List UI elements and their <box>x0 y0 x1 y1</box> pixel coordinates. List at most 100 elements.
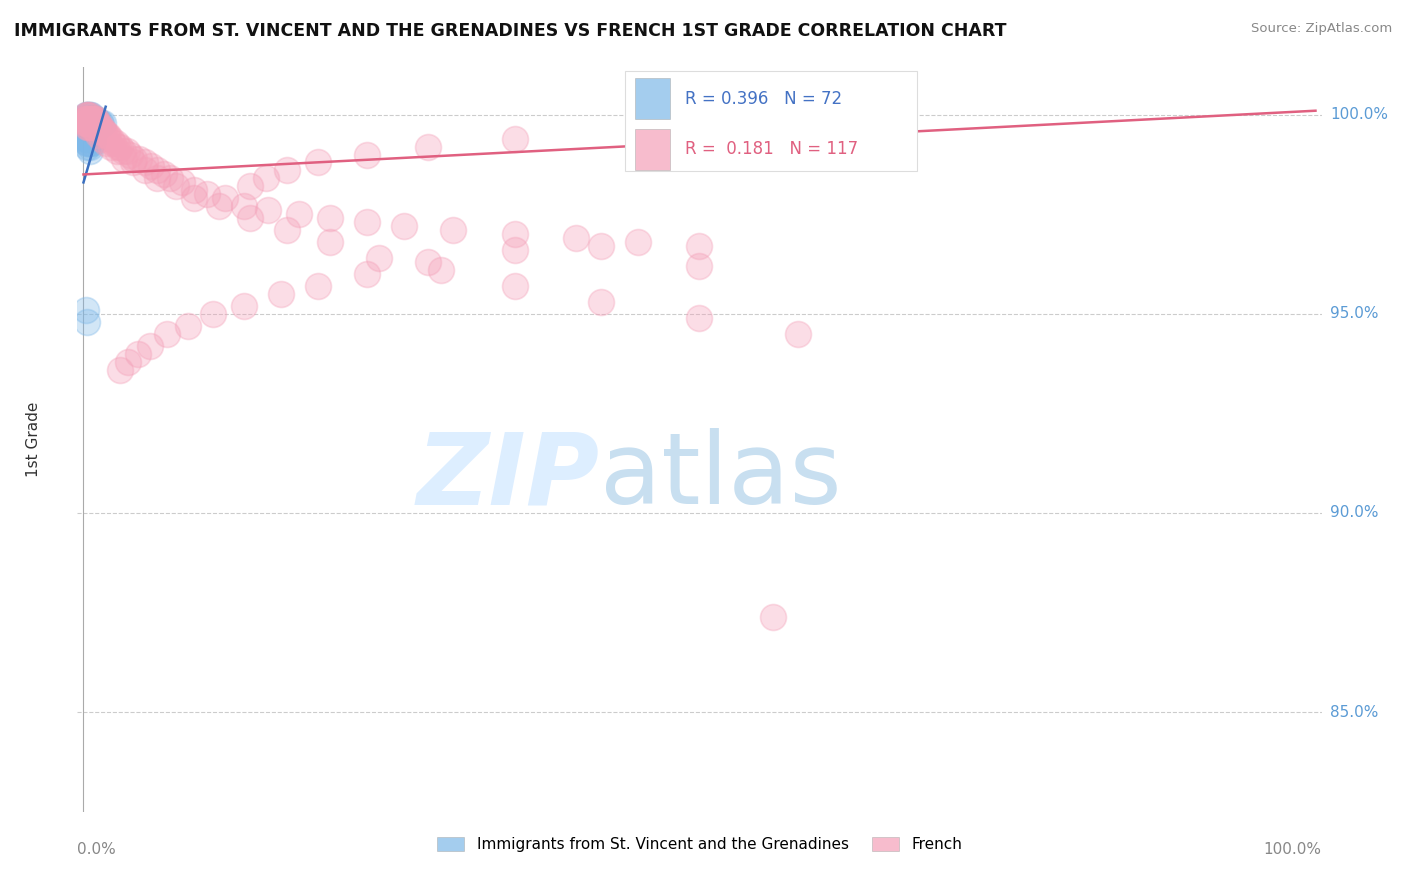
Point <box>107 139 129 153</box>
Legend: Immigrants from St. Vincent and the Grenadines, French: Immigrants from St. Vincent and the Gren… <box>429 830 970 860</box>
Point <box>288 207 311 221</box>
Point <box>75 108 97 122</box>
Point <box>76 116 98 130</box>
Text: 95.0%: 95.0% <box>1330 306 1378 321</box>
Point <box>134 155 156 169</box>
Text: Source: ZipAtlas.com: Source: ZipAtlas.com <box>1251 22 1392 36</box>
Point <box>77 136 100 150</box>
Point <box>73 116 96 130</box>
Point <box>418 139 440 153</box>
Text: 100.0%: 100.0% <box>1264 842 1322 857</box>
Point <box>76 128 98 142</box>
Point <box>110 139 132 153</box>
Point <box>76 116 98 130</box>
Point <box>75 112 97 126</box>
Point <box>356 147 378 161</box>
Point <box>76 136 98 150</box>
Point <box>232 199 254 213</box>
Point <box>76 112 98 126</box>
Point <box>156 326 179 341</box>
Point <box>104 136 127 150</box>
Point <box>110 362 132 376</box>
Point <box>77 112 100 126</box>
Point <box>82 116 104 130</box>
Point <box>79 112 101 126</box>
Point <box>139 339 162 353</box>
Point <box>73 128 96 142</box>
Point <box>307 279 329 293</box>
Point <box>159 171 181 186</box>
Point <box>689 310 711 325</box>
Point <box>82 120 104 134</box>
Point <box>77 123 100 137</box>
Text: 100.0%: 100.0% <box>1330 107 1388 122</box>
Point <box>76 112 98 126</box>
Point <box>762 609 785 624</box>
Point <box>75 302 97 317</box>
Point <box>83 116 105 130</box>
Point <box>356 215 378 229</box>
Point <box>75 120 97 134</box>
Point <box>76 315 98 329</box>
Point <box>689 259 711 273</box>
Point <box>441 223 464 237</box>
Point <box>152 168 174 182</box>
Point <box>76 139 98 153</box>
Point <box>80 108 103 122</box>
Point <box>79 112 101 126</box>
Point <box>89 120 111 134</box>
Point <box>177 318 200 333</box>
Point <box>91 123 114 137</box>
Point <box>105 144 128 158</box>
Point <box>83 116 105 130</box>
Point <box>80 123 103 137</box>
Text: IMMIGRANTS FROM ST. VINCENT AND THE GRENADINES VS FRENCH 1ST GRADE CORRELATION C: IMMIGRANTS FROM ST. VINCENT AND THE GREN… <box>14 22 1007 40</box>
Point <box>80 116 103 130</box>
Point <box>77 108 100 122</box>
Text: 1st Grade: 1st Grade <box>27 401 41 477</box>
Point <box>76 120 98 134</box>
Point <box>83 120 105 134</box>
Point <box>76 123 98 137</box>
Point <box>165 179 187 194</box>
Point <box>392 219 415 234</box>
Point <box>79 120 101 134</box>
Point <box>77 120 100 134</box>
Point <box>589 294 612 309</box>
Point <box>79 116 101 130</box>
Point <box>80 120 103 134</box>
Point <box>79 139 101 153</box>
Point <box>84 112 107 126</box>
Point <box>627 235 650 249</box>
Point <box>257 203 280 218</box>
Point <box>356 267 378 281</box>
Point <box>195 187 218 202</box>
Point <box>75 116 97 130</box>
Point <box>239 179 262 194</box>
Point <box>82 123 104 137</box>
Point <box>183 191 205 205</box>
Point <box>82 123 104 137</box>
Point <box>503 243 526 257</box>
Point <box>84 120 107 134</box>
Point <box>84 116 107 130</box>
Point <box>146 171 169 186</box>
Point <box>75 116 97 130</box>
Point <box>91 131 114 145</box>
Point <box>429 263 451 277</box>
Point <box>319 211 342 226</box>
Point <box>79 123 101 137</box>
Point <box>97 128 120 142</box>
Point <box>82 116 104 130</box>
Point <box>86 120 108 134</box>
Point <box>80 116 103 130</box>
Point <box>87 116 110 130</box>
Point <box>79 131 101 145</box>
Point <box>82 112 104 126</box>
Point <box>82 128 104 142</box>
Text: ZIP: ZIP <box>418 428 600 525</box>
Point <box>276 163 298 178</box>
Point <box>75 123 97 137</box>
Point <box>82 131 104 145</box>
Point <box>75 108 97 122</box>
